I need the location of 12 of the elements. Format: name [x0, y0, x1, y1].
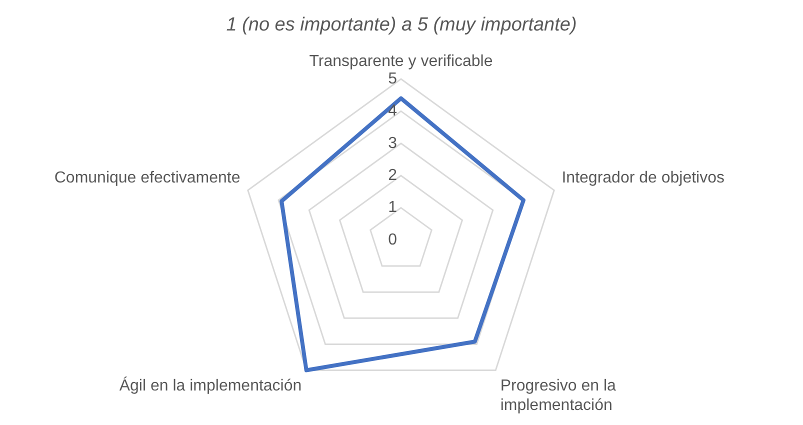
spoke-label: Ágil en la implementación: [119, 376, 302, 395]
spoke-label: Integrador de objetivos: [562, 170, 725, 187]
chart-title: 1 (no es importante) a 5 (muy importante): [226, 14, 577, 36]
y-tick-label: 2: [388, 167, 398, 184]
y-tick-label: 0: [388, 231, 398, 248]
y-tick-label: 5: [388, 70, 398, 88]
y-tick-label: 1: [388, 199, 398, 216]
spoke-label: Comunique efectivamente: [54, 170, 240, 187]
spoke-label: Progresivo en la implementación: [500, 378, 616, 414]
y-tick-label: 3: [388, 134, 398, 152]
y-tick-label: 4: [388, 102, 398, 120]
spoke-label: Transparente y verificable: [309, 52, 493, 70]
